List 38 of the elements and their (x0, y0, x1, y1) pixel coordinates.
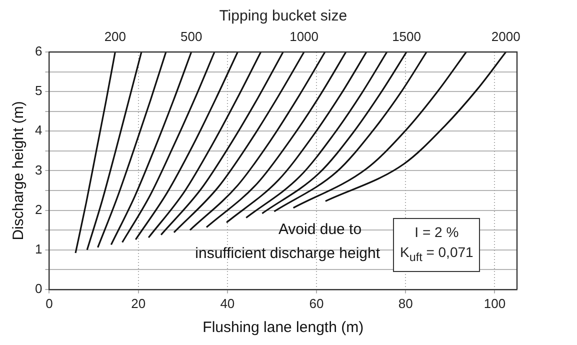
line-series (121, 52, 216, 244)
line-series (261, 52, 408, 214)
y-tick-label: 3 (34, 162, 42, 178)
x-tick-label: 0 (46, 296, 53, 311)
line-series (245, 52, 388, 219)
line-series (148, 52, 262, 238)
y-tick-label: 4 (34, 122, 42, 138)
line-series (96, 52, 167, 248)
annotation: K$_{uft}$ = 0,071 (400, 243, 474, 266)
y-tick-label: 0 (34, 280, 42, 296)
y-tick-label: 1 (34, 241, 42, 256)
annotation: I = 2 % (414, 223, 460, 242)
annotation: insufficient discharge height (194, 245, 380, 262)
x-tick-label: 100 (484, 296, 506, 311)
line-series (273, 52, 428, 212)
series-label: 2000 (491, 29, 520, 44)
series-label: 1000 (290, 29, 319, 44)
line-series (110, 52, 192, 246)
y-tick-label: 6 (34, 44, 42, 59)
line-series (86, 52, 142, 251)
y-tick-label: 2 (34, 202, 42, 217)
annotation: Avoid due to (277, 221, 363, 238)
line-series (292, 52, 468, 209)
y-tick-label: 5 (34, 83, 42, 98)
series-label: 200 (104, 29, 126, 44)
x-tick-label: 80 (398, 296, 413, 311)
line-series (74, 52, 116, 254)
x2-axis-title: Tipping bucket size (219, 8, 348, 25)
line-series (226, 52, 368, 224)
x-tick-label: 60 (309, 296, 324, 311)
series-label: 500 (180, 29, 202, 44)
x-axis-title: Flushing lane length (m) (202, 319, 364, 336)
line-series (324, 52, 507, 202)
line-series (134, 52, 238, 240)
x-tick-label: 40 (220, 296, 235, 311)
x-tick-label: 20 (131, 296, 146, 311)
y-axis-title: Discharge height (m) (10, 101, 28, 240)
series-label: 1500 (392, 29, 421, 44)
